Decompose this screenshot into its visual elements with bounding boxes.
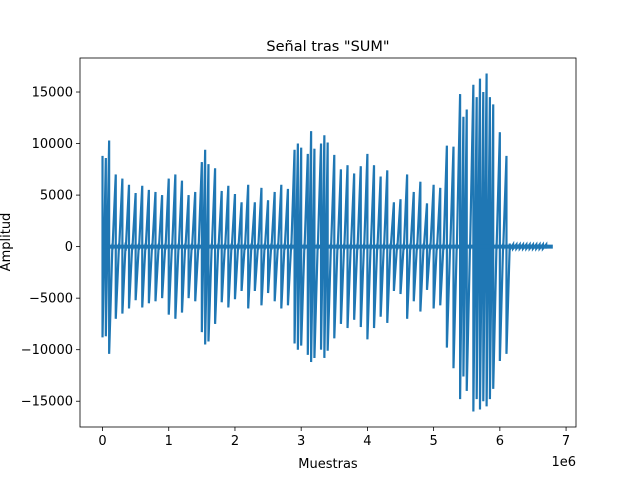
y-tick-label: 15000	[32, 86, 73, 101]
x-tick-label: 0	[98, 434, 106, 449]
x-tick-label: 3	[297, 434, 305, 449]
y-tick-label: −5000	[29, 292, 73, 307]
y-axis: −15000 −10000 −5000 0 5000 10000 15000	[21, 86, 80, 410]
x-axis-label: Muestras	[298, 457, 358, 472]
y-tick-label: 10000	[32, 137, 73, 152]
chart-title: Señal tras "SUM"	[266, 39, 389, 55]
y-tick-label: −10000	[21, 343, 73, 358]
y-tick-label: 0	[65, 240, 73, 255]
x-tick-label: 5	[429, 434, 437, 449]
signal-series	[101, 73, 553, 412]
x-axis: 0 1 2 3 4 5 6 7	[98, 427, 570, 449]
y-tick-label: 5000	[40, 189, 73, 204]
x-tick-label: 1	[165, 434, 173, 449]
x-tick-label: 4	[363, 434, 371, 449]
x-tick-label: 2	[231, 434, 239, 449]
x-tick-label: 6	[496, 434, 504, 449]
y-tick-label: −15000	[21, 395, 73, 410]
x-axis-offset-text: 1e6	[551, 455, 576, 470]
x-tick-label: 7	[562, 434, 570, 449]
plot-frame	[79, 57, 577, 428]
y-axis-label: Amplitud	[0, 213, 14, 272]
